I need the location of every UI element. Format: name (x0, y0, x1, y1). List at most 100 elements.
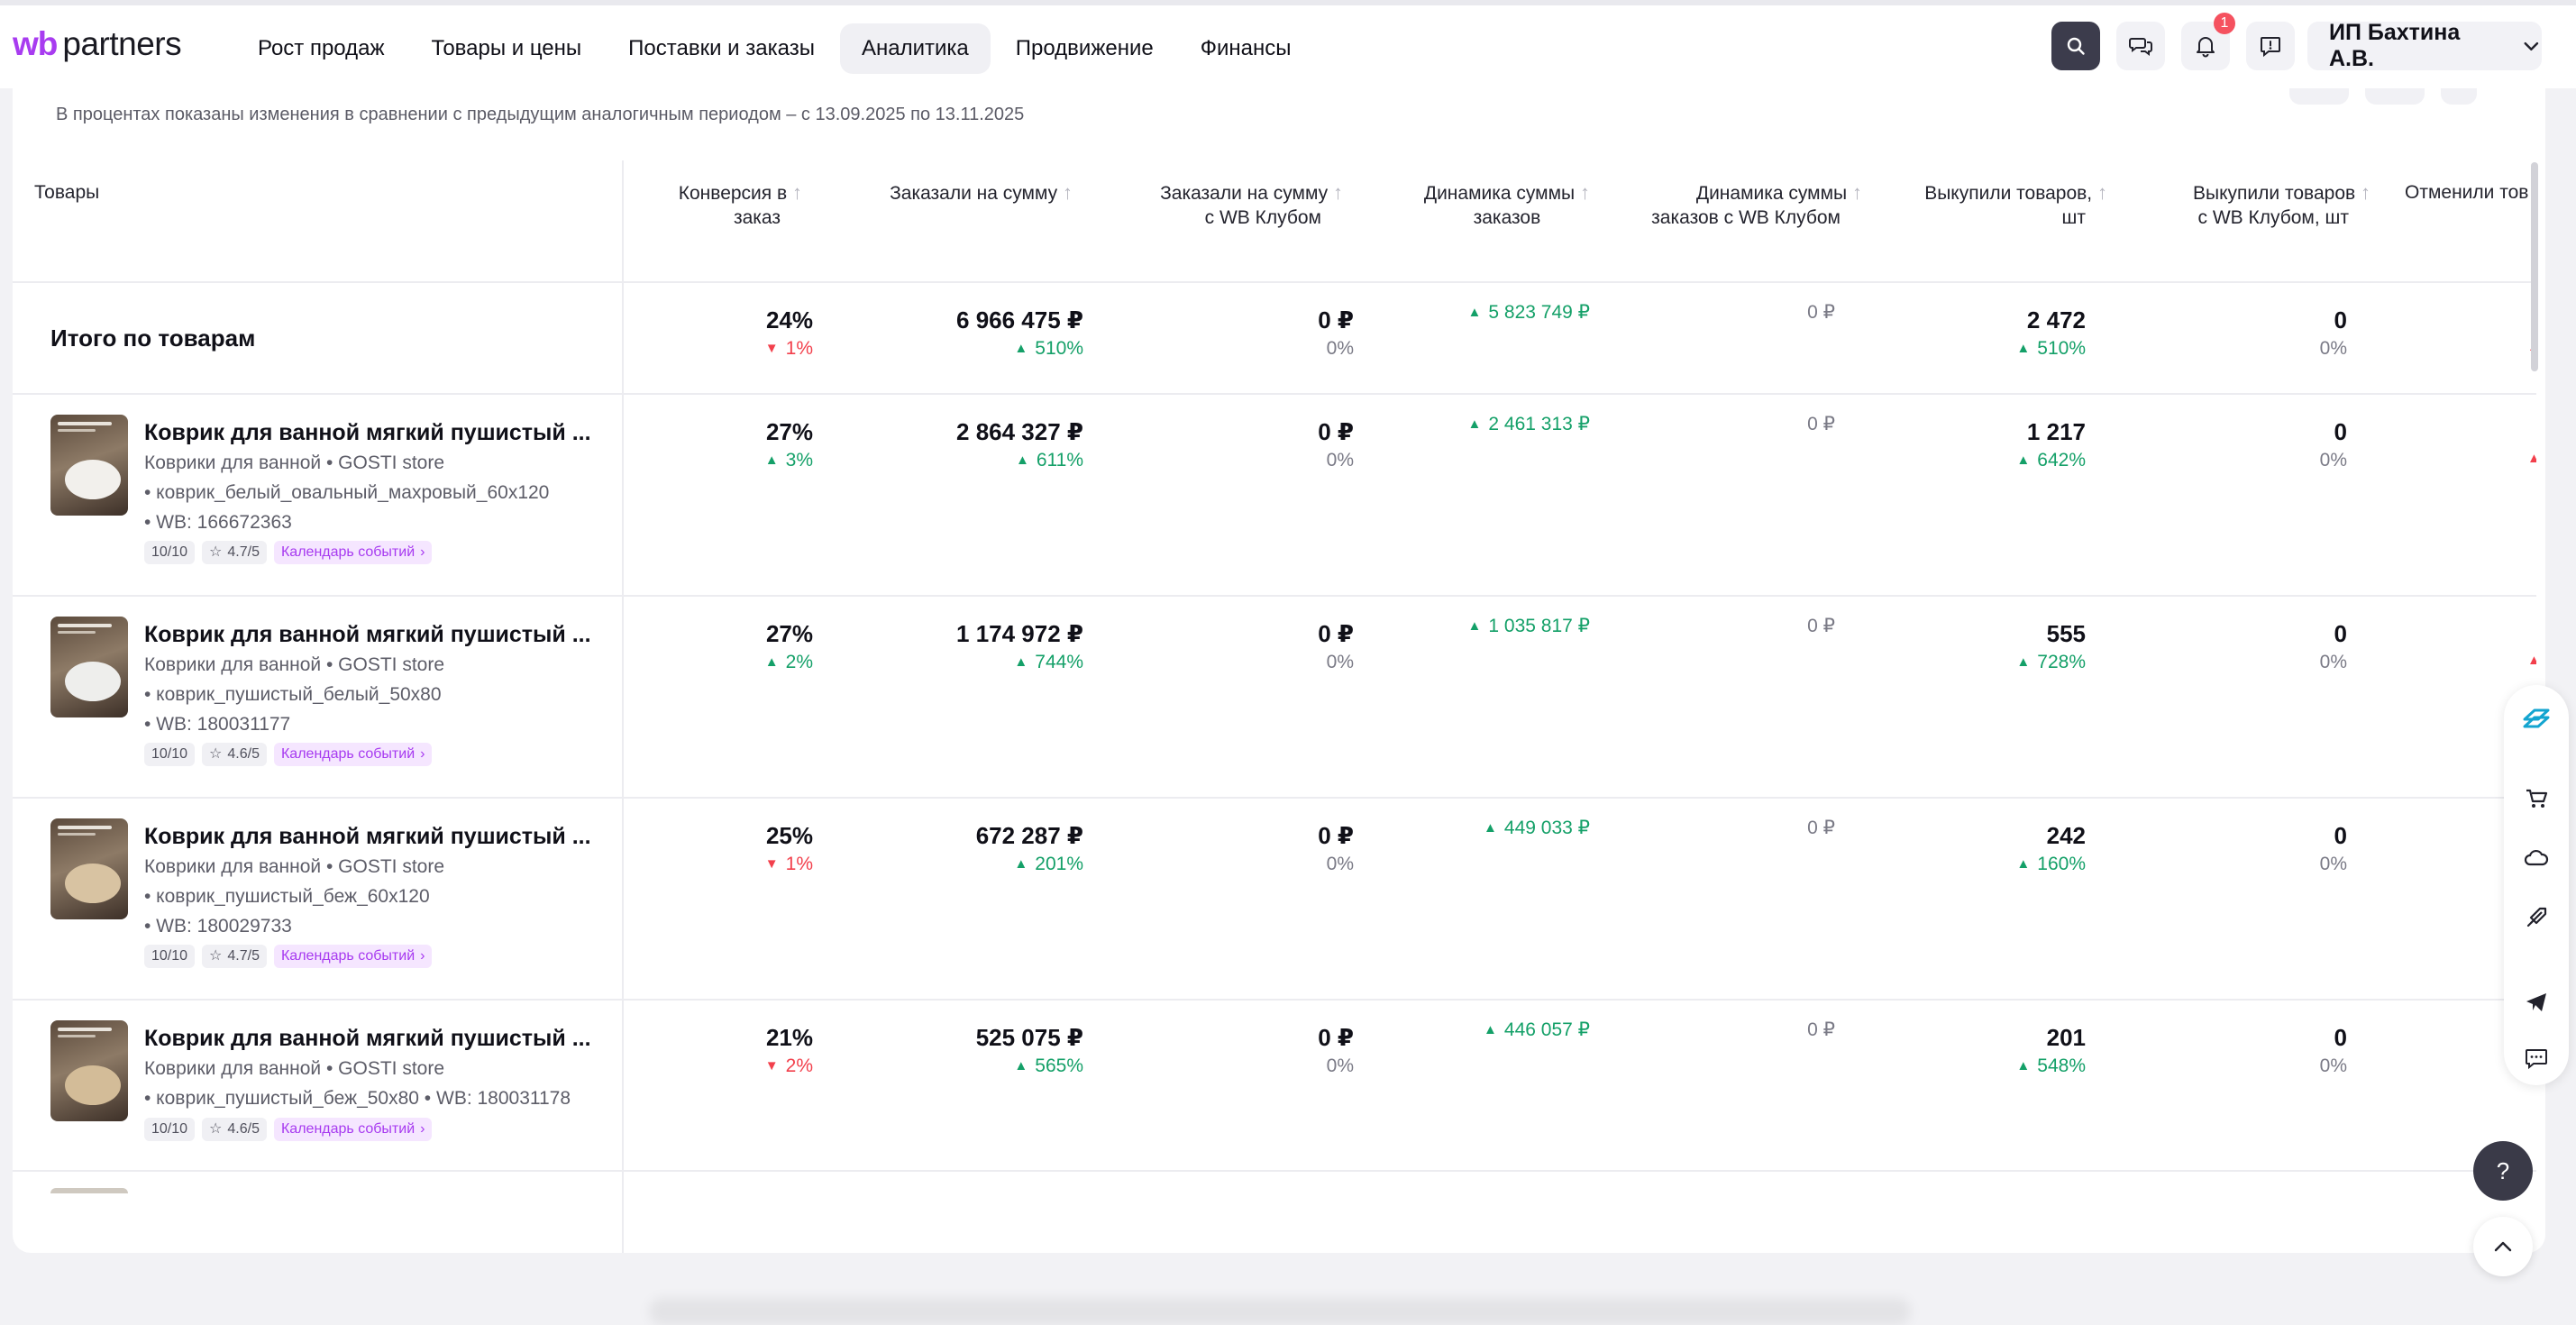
triangle-up-icon: ▲ (1484, 820, 1497, 836)
comparison-hint: В процентах показаны изменения в сравнен… (56, 105, 1025, 124)
triangle-down-icon: ▼ (764, 341, 779, 356)
value: 449 033 ₽ (1503, 818, 1590, 838)
row-order-dynamics: ▲ 1 035 817 ₽ (1468, 615, 1590, 637)
value: 1 217 (2026, 418, 2086, 445)
delta: 510% (1035, 338, 1083, 359)
main-nav: Рост продаж Товары и цены Поставки и зак… (236, 23, 1317, 74)
value: 0 ₽ (1318, 1024, 1354, 1051)
column-header-bought[interactable]: Выкупили товаров, ↑ шт (1924, 180, 2107, 230)
delta: 3% (785, 450, 813, 471)
thumbnail-caption (58, 826, 112, 829)
delta: 642% (2037, 450, 2086, 471)
value: 242 (2046, 822, 2086, 849)
calendar-events-tag[interactable]: Календарь событий › (273, 541, 433, 564)
nav-supplies-orders[interactable]: Поставки и заказы (628, 36, 815, 60)
toolbar-button-partial[interactable] (2289, 88, 2349, 105)
column-header-cancelled[interactable]: Отменили тов (2405, 180, 2528, 205)
vertical-scrollbar[interactable] (2531, 162, 2538, 371)
row-order-dynamics-club: 0 ₽ (1807, 1019, 1835, 1040)
product-thumbnail[interactable] (50, 818, 128, 919)
calendar-events-tag[interactable]: Календарь событий › (273, 743, 433, 766)
delta: 160% (2037, 854, 2086, 874)
triangle-down-icon: ▼ (764, 1058, 779, 1074)
star-icon: ☆ (209, 1121, 223, 1137)
toolbar-button-partial[interactable] (2365, 88, 2425, 105)
bath-mat-image (65, 460, 121, 499)
sort-arrow-icon[interactable]: ↑ (1333, 181, 1343, 204)
feedback-button[interactable] (2246, 22, 2295, 70)
value: 6 966 475 ₽ (956, 306, 1083, 334)
help-button[interactable]: ? (2473, 1141, 2533, 1201)
column-header-conversion[interactable]: Конверсия в ↑ заказ (679, 180, 802, 230)
nav-finance[interactable]: Финансы (1200, 36, 1292, 60)
product-name[interactable]: Коврик для ванной мягкий пушистый ... (144, 824, 591, 849)
sort-arrow-icon[interactable]: ↑ (2361, 181, 2370, 204)
value: 0 (2334, 620, 2347, 647)
header-text: Динамика суммы (1423, 183, 1576, 204)
thumbnail-caption (58, 624, 112, 627)
column-header-bought-club[interactable]: Выкупили товаров ↑ с WB Клубом, шт (2193, 180, 2370, 230)
rocket-icon[interactable] (2522, 903, 2551, 932)
column-header-order-dynamics-club[interactable]: Динамика суммы ↑ заказов с WB Клубом (1651, 180, 1862, 230)
rating-tag: ☆ 4.6/5 (202, 743, 267, 766)
support-chat-icon[interactable] (2522, 1044, 2551, 1073)
user-menu-button[interactable]: ИП Бахтина А.В. (2307, 20, 2542, 71)
nav-goods-prices[interactable]: Товары и цены (431, 36, 582, 60)
cloud-icon[interactable] (2522, 844, 2551, 873)
triangle-up-icon: ▲ (764, 654, 779, 670)
nav-sales-growth[interactable]: Рост продаж (258, 36, 385, 60)
triangle-up-icon: ▲ (1015, 452, 1029, 468)
total-bought: 2 472 ▲ 510% (2016, 305, 2086, 362)
delta: 0% (2319, 1055, 2347, 1076)
column-header-order-sum-club[interactable]: Заказали на сумму ↑ с WB Клубом (1160, 180, 1343, 230)
row-order-sum: 1 174 972 ₽ ▲ 744% (956, 618, 1083, 676)
column-header-order-dynamics[interactable]: Динамика суммы ↑ заказов (1424, 180, 1590, 230)
integration-logo-icon[interactable] (2522, 705, 2551, 734)
product-name[interactable]: Коврик для ванной мягкий пушистый ... (144, 1026, 591, 1051)
value: 0 (2334, 822, 2347, 849)
calendar-events-tag[interactable]: Календарь событий › (273, 1118, 433, 1141)
product-name[interactable]: Коврик для ванной мягкий пушистый ... (144, 622, 591, 647)
sort-arrow-icon[interactable]: ↑ (1852, 181, 1862, 204)
triangle-up-icon: ▲ (1014, 341, 1028, 356)
header-text: Заказали на сумму (890, 183, 1058, 204)
calendar-events-tag[interactable]: Календарь событий › (273, 945, 433, 968)
logo[interactable]: wb partners (13, 25, 182, 70)
chevron-right-icon: › (420, 948, 425, 964)
support-chat-icon-graphic (2526, 1049, 2547, 1070)
triangle-up-icon: ▲ (1014, 856, 1028, 872)
product-thumbnail[interactable] (50, 617, 128, 717)
rating-tag: ☆ 4.6/5 (202, 1118, 267, 1141)
notifications-button[interactable]: 1 (2181, 13, 2235, 70)
nav-analytics[interactable]: Аналитика (839, 23, 991, 74)
toolbar-button-partial[interactable] (2441, 88, 2477, 105)
sort-arrow-icon[interactable]: ↑ (1580, 181, 1590, 204)
sort-arrow-icon[interactable]: ↑ (2097, 181, 2107, 204)
product-category: Коврики для ванной • GOSTI store (144, 1058, 445, 1079)
chats-button[interactable] (2116, 22, 2165, 70)
triangle-up-icon: ▲ (1014, 1058, 1028, 1074)
cart-icon[interactable] (2522, 784, 2551, 813)
delta: 0% (2319, 854, 2347, 874)
row-divider (13, 999, 2536, 1001)
search-button[interactable] (2051, 22, 2100, 70)
sort-arrow-icon[interactable]: ↑ (792, 181, 802, 204)
column-header-products[interactable]: Товары (34, 182, 100, 203)
row-order-sum-club: 0 ₽ 0% (1318, 1022, 1354, 1080)
calendar-label: Календарь событий (280, 1121, 416, 1137)
product-thumbnail[interactable] (50, 415, 128, 516)
triangle-up-icon: ▲ (2016, 856, 2031, 872)
telegram-icon[interactable] (2522, 988, 2551, 1017)
sticky-column-divider (622, 160, 624, 1253)
nav-promotion[interactable]: Продвижение (1015, 36, 1154, 60)
product-thumbnail[interactable] (50, 1020, 128, 1121)
total-row-label: Итого по товарам (50, 324, 256, 352)
column-header-order-sum[interactable]: Заказали на сумму ↑ (890, 180, 1073, 206)
header-text: Заказали на сумму (1160, 183, 1329, 204)
product-name[interactable]: Коврик для ванной мягкий пушистый ... (144, 420, 591, 445)
row-bought: 201 ▲ 548% (2016, 1022, 2086, 1080)
sort-arrow-icon[interactable]: ↑ (1063, 181, 1073, 204)
search-icon (2067, 37, 2085, 55)
value: 27% (765, 620, 813, 647)
scroll-to-top-button[interactable] (2473, 1217, 2533, 1276)
